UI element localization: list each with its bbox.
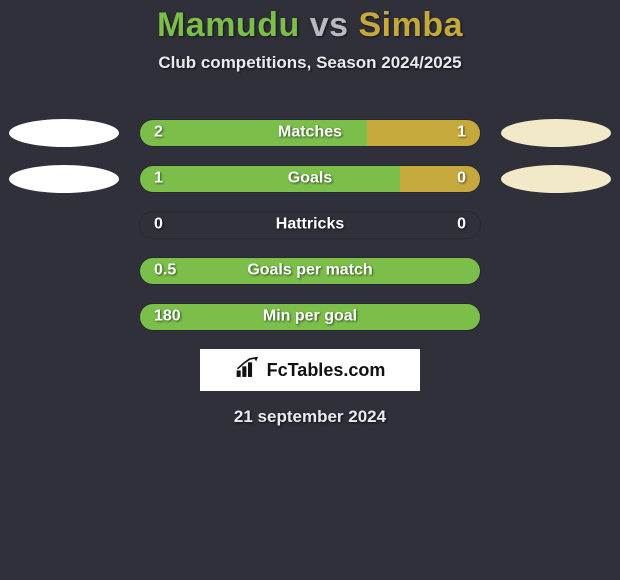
stat-value-right: 1 <box>457 124 466 142</box>
stat-label: Goals <box>288 170 332 188</box>
left-spacer <box>9 211 119 239</box>
comparison-row: 0.5 Goals per match <box>0 257 620 285</box>
stat-bar: 0 Hattricks 0 <box>139 211 481 239</box>
left-spacer <box>9 257 119 285</box>
title-vs: vs <box>310 6 349 44</box>
stat-value-left: 1 <box>154 170 163 188</box>
page-title: Mamudu vs Simba <box>0 0 620 45</box>
subtitle: Club competitions, Season 2024/2025 <box>0 53 620 73</box>
left-oval <box>9 165 119 193</box>
left-spacer <box>9 303 119 331</box>
stat-value-right: 0 <box>457 216 466 234</box>
stat-label: Goals per match <box>247 262 372 280</box>
chart-icon <box>235 357 261 384</box>
comparison-row: 2 Matches 1 <box>0 119 620 147</box>
stat-value-left: 0 <box>154 216 163 234</box>
stat-bar: 1 Goals 0 <box>139 165 481 193</box>
comparison-row: 0 Hattricks 0 <box>0 211 620 239</box>
right-spacer <box>501 211 611 239</box>
stat-label: Min per goal <box>263 308 357 326</box>
stat-bar: 0.5 Goals per match <box>139 257 481 285</box>
comparison-row: 1 Goals 0 <box>0 165 620 193</box>
logo-text: FcTables.com <box>267 360 386 381</box>
bar-segment-left <box>140 166 400 192</box>
left-oval <box>9 119 119 147</box>
right-spacer <box>501 303 611 331</box>
stat-value-left: 180 <box>154 308 181 326</box>
stat-bar: 180 Min per goal <box>139 303 481 331</box>
comparison-rows: 2 Matches 1 1 Goals 0 0 Hattricks 0 0.5 Goals per … <box>0 119 620 331</box>
stat-bar: 2 Matches 1 <box>139 119 481 147</box>
right-oval <box>501 119 611 147</box>
stat-label: Matches <box>278 124 342 142</box>
right-spacer <box>501 257 611 285</box>
stat-value-right: 0 <box>457 170 466 188</box>
stat-label: Hattricks <box>276 216 344 234</box>
bar-segment-right <box>400 166 480 192</box>
stat-value-left: 2 <box>154 124 163 142</box>
right-oval <box>501 165 611 193</box>
logo-box: FcTables.com <box>200 349 420 391</box>
title-player1: Mamudu <box>157 6 300 44</box>
title-player2: Simba <box>358 6 463 44</box>
comparison-row: 180 Min per goal <box>0 303 620 331</box>
stat-value-left: 0.5 <box>154 262 176 280</box>
date-text: 21 september 2024 <box>0 407 620 427</box>
